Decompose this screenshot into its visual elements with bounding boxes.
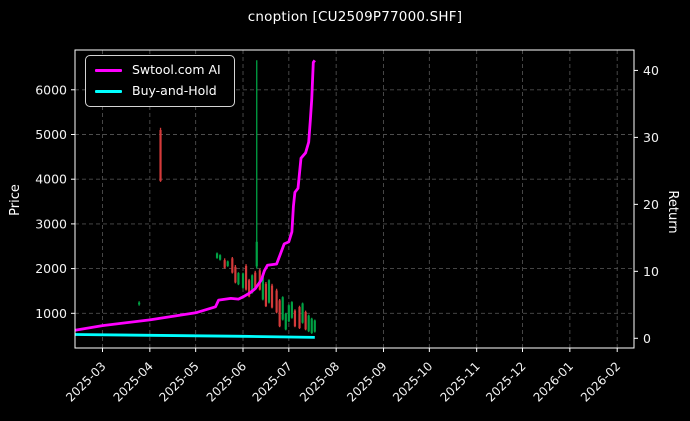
date-tick-label: 2025-04 [111, 359, 156, 404]
candle-body [218, 255, 222, 260]
candle-body [215, 253, 219, 258]
candle-body [301, 303, 304, 323]
date-tick-label: 2025-03 [63, 359, 108, 404]
candle-body [310, 318, 313, 333]
candle-body [255, 241, 258, 267]
date-tick-label: 2025-05 [156, 359, 201, 404]
return-tick-label: 30 [643, 130, 659, 145]
candle-body [281, 297, 284, 320]
legend-label-ai: Swtool.com AI [132, 62, 221, 77]
candle-body [251, 275, 254, 293]
candle-body [159, 130, 162, 181]
date-tick-label: 2025-09 [344, 359, 389, 404]
candle-body [226, 261, 229, 266]
date-tick-label: 2025-06 [204, 359, 249, 404]
return-axis-label: Return [665, 190, 680, 234]
candle-body [223, 260, 226, 268]
candle-body [264, 283, 268, 307]
date-tick-label: 2025-08 [297, 359, 342, 404]
candle-body [275, 290, 278, 313]
candle-body [261, 275, 264, 300]
date-tick-label: 2025-12 [483, 359, 528, 404]
date-tick-label: 2026-02 [578, 359, 623, 404]
candle-body [254, 272, 257, 288]
candle-body [287, 305, 290, 322]
candle-body [313, 320, 316, 332]
candle-body [290, 302, 293, 318]
return-tick-label: 20 [643, 197, 659, 212]
candle-body [248, 280, 251, 297]
legend-box: Swtool.com AI Buy-and-Hold [85, 55, 235, 108]
return-tick-label: 40 [643, 63, 659, 78]
candle-body [293, 310, 297, 327]
ai-line-swatch [95, 68, 122, 72]
price-tick-label: 4000 [35, 172, 67, 187]
price-axis-label: Price [8, 184, 23, 216]
candle-body [231, 258, 234, 273]
candle-body [278, 300, 281, 327]
candle-body [270, 285, 274, 308]
candle-body [234, 266, 237, 283]
plot-border [74, 49, 635, 349]
chart-title: cnoption [CU2509P77000.SHF] [247, 9, 463, 25]
date-tick-label: 2026-01 [531, 359, 576, 404]
candle-body [298, 307, 301, 329]
ai-return-line [74, 59, 316, 332]
candle-body [244, 265, 248, 290]
date-tick-label: 2025-11 [437, 359, 482, 404]
legend-label-bah: Buy-and-Hold [132, 83, 217, 99]
buy-and-hold-line [74, 333, 315, 339]
candle-body [307, 315, 310, 332]
legend-item-ai: Swtool.com AI [95, 61, 221, 79]
candle-body [237, 273, 240, 285]
price-tick-label: 3000 [35, 216, 67, 231]
price-tick-label: 5000 [35, 127, 67, 142]
candle-body [138, 302, 141, 305]
candle-body [284, 313, 287, 330]
bah-line-swatch [95, 89, 122, 93]
price-tick-label: 2000 [35, 261, 67, 276]
candle-body [304, 311, 307, 330]
return-tick-label: 0 [643, 331, 651, 346]
return-tick-label: 10 [643, 264, 659, 279]
date-tick-label: 2025-10 [390, 359, 435, 404]
date-tick-label: 2025-07 [250, 359, 295, 404]
candle-body [267, 280, 271, 303]
price-tick-label: 6000 [35, 82, 67, 97]
price-tick-label: 1000 [35, 306, 67, 321]
candle-body [241, 273, 245, 288]
legend-item-bah: Buy-and-Hold [95, 82, 221, 100]
